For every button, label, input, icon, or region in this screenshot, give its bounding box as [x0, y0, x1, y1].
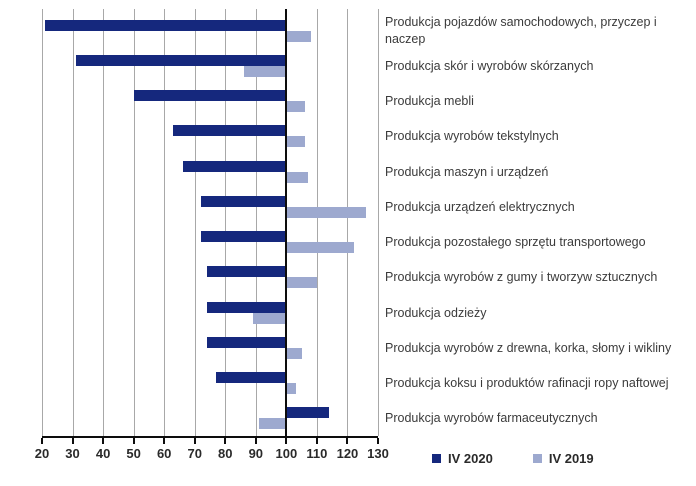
- bar-iv-2020: [173, 125, 287, 137]
- gridline-50: [133, 9, 135, 436]
- x-tick-130: [377, 438, 379, 444]
- bar-iv-2019: [286, 277, 317, 289]
- bar-iv-2019: [286, 30, 311, 42]
- x-tick-label-70: 70: [187, 446, 202, 461]
- category-label: Produkcja skór i wyrobów skórzanych: [385, 58, 594, 73]
- x-tick-100: [285, 438, 288, 444]
- bar-group: [42, 260, 378, 295]
- x-tick-110: [315, 438, 318, 444]
- bar-iv-2020: [133, 90, 287, 102]
- bar-iv-2020: [200, 231, 287, 243]
- legend-swatch-iv-2019-icon: [532, 454, 542, 463]
- bar-group: [42, 330, 378, 365]
- bar-iv-2019: [286, 242, 354, 254]
- legend-label-iv-2020: IV 2020: [448, 451, 493, 466]
- x-tick-label-20: 20: [34, 446, 50, 461]
- bar-iv-2019: [286, 383, 296, 395]
- x-tick-label-60: 60: [156, 446, 172, 461]
- gridline-30: [72, 9, 74, 436]
- gridline-110: [316, 9, 318, 436]
- bar-group: [42, 84, 378, 119]
- category-labels: Produkcja pojazdów samochodowych, przycz…: [385, 9, 685, 436]
- category-label: Produkcja maszyn i urządzeń: [385, 164, 549, 179]
- x-tick-50: [132, 438, 135, 444]
- bar-iv-2020: [45, 19, 287, 31]
- gridline-80: [225, 9, 227, 436]
- x-tick-90: [254, 438, 257, 444]
- legend: IV 2020 IV 2019: [432, 451, 594, 466]
- bar-iv-2019: [243, 65, 287, 77]
- gridline-130: [378, 9, 379, 436]
- x-tick-label-30: 30: [65, 446, 80, 461]
- bar-group: [42, 366, 378, 401]
- category-label: Produkcja koksu i produktów rafinacji ro…: [385, 376, 669, 390]
- x-tick-label-110: 110: [306, 446, 328, 461]
- x-tick-70: [193, 438, 196, 444]
- gridline-70: [194, 9, 196, 436]
- bar-iv-2019: [286, 206, 366, 218]
- baseline-100: [285, 9, 288, 436]
- bar-iv-2020: [206, 336, 287, 348]
- x-tick-40: [102, 438, 105, 444]
- x-tick-30: [71, 438, 74, 444]
- bar-iv-2020: [206, 266, 287, 278]
- x-tick-120: [346, 438, 349, 444]
- x-tick-label-40: 40: [95, 446, 111, 461]
- category-label: Produkcja mebli: [385, 94, 474, 108]
- gridline-120: [347, 9, 349, 436]
- x-tick-label-80: 80: [218, 446, 233, 461]
- x-tick-label-50: 50: [126, 446, 141, 461]
- bar-iv-2019: [258, 418, 287, 430]
- bar-group: [42, 13, 378, 48]
- bar-rows: [42, 9, 378, 436]
- category-label: Produkcja pozostałego sprzętu transporto…: [385, 235, 646, 249]
- bar-iv-2019: [286, 347, 302, 359]
- bar-group: [42, 225, 378, 260]
- bar-iv-2020: [216, 372, 287, 384]
- category-label: Produkcja pojazdów samochodowych, przycz…: [385, 15, 657, 46]
- bar-iv-2019: [286, 171, 308, 183]
- category-label: Produkcja urządzeń elektrycznych: [385, 199, 575, 214]
- x-tick-20: [41, 438, 43, 444]
- bar-iv-2020: [75, 54, 287, 66]
- bar-iv-2019: [252, 312, 287, 324]
- gridline-60: [164, 9, 166, 436]
- x-tick-80: [224, 438, 227, 444]
- x-tick-label-90: 90: [248, 446, 264, 461]
- bar-iv-2020: [286, 407, 330, 419]
- legend-item-iv-2020: IV 2020: [432, 451, 493, 466]
- bar-iv-2020: [200, 195, 287, 207]
- legend-item-iv-2019: IV 2019: [532, 451, 594, 466]
- bar-group: [42, 154, 378, 189]
- bar-group: [42, 119, 378, 154]
- bar-group: [42, 189, 378, 224]
- category-label: Produkcja odzieży: [385, 305, 487, 320]
- bar-group: [42, 401, 378, 436]
- bar-iv-2019: [286, 136, 305, 148]
- legend-swatch-iv-2020-icon: [432, 454, 441, 463]
- gridline-40: [103, 9, 105, 436]
- x-axis: 20 30 40 50 60 70 80 90 100 110 120 130: [35, 436, 389, 466]
- category-label: Produkcja wyrobów z gumy i tworzyw sztuc…: [385, 270, 658, 285]
- bar-iv-2020: [182, 160, 287, 172]
- category-label: Produkcja wyrobów tekstylnych: [385, 129, 559, 144]
- bar-iv-2019: [286, 101, 305, 113]
- x-tick-label-120: 120: [336, 446, 359, 461]
- bar-group: [42, 48, 378, 83]
- plot-area: [42, 9, 379, 436]
- category-label: Produkcja wyrobów farmaceutycznych: [385, 411, 598, 426]
- x-tick-label-100: 100: [275, 446, 298, 461]
- gridline-20: [42, 9, 43, 436]
- x-tick-label-130: 130: [367, 446, 389, 461]
- bar-iv-2020: [206, 301, 287, 313]
- category-label: Produkcja wyrobów z drewna, korka, słomy…: [385, 340, 672, 355]
- x-tick-60: [163, 438, 166, 444]
- legend-label-iv-2019: IV 2019: [548, 451, 594, 466]
- gridline-90: [255, 9, 257, 436]
- bar-group: [42, 295, 378, 330]
